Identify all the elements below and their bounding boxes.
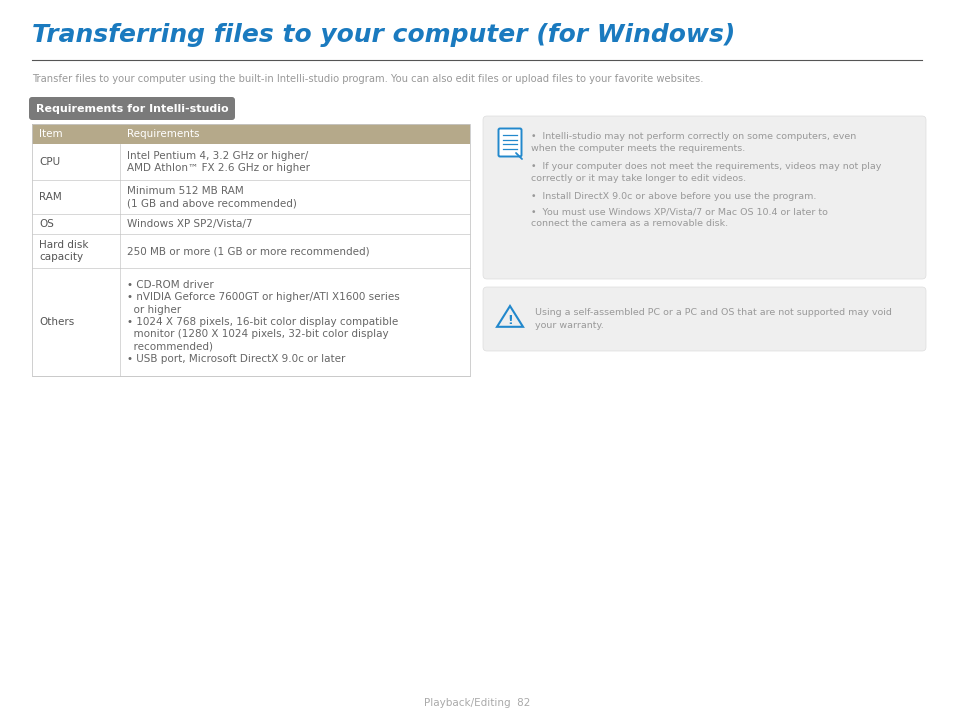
- FancyBboxPatch shape: [29, 97, 234, 120]
- Text: Using a self-assembled PC or a PC and OS that are not supported may void
your wa: Using a self-assembled PC or a PC and OS…: [535, 308, 891, 330]
- Bar: [32, 124, 470, 144]
- Bar: [32, 124, 470, 376]
- Text: RAM: RAM: [39, 192, 62, 202]
- Text: Item: Item: [39, 129, 63, 139]
- Text: Transferring files to your computer (for Windows): Transferring files to your computer (for…: [32, 23, 735, 47]
- Text: Hard disk
capacity: Hard disk capacity: [39, 240, 89, 262]
- Bar: [32, 180, 470, 214]
- Text: Transfer files to your computer using the built-in Intelli-studio program. You c: Transfer files to your computer using th…: [32, 74, 702, 84]
- Text: OS: OS: [39, 219, 53, 229]
- Text: • CD-ROM driver
• nVIDIA Geforce 7600GT or higher/ATI X1600 series
  or higher
•: • CD-ROM driver • nVIDIA Geforce 7600GT …: [127, 280, 399, 364]
- Text: Intel Pentium 4, 3.2 GHz or higher/
AMD Athlon™ FX 2.6 GHz or higher: Intel Pentium 4, 3.2 GHz or higher/ AMD …: [127, 150, 310, 174]
- Bar: [32, 234, 470, 268]
- Text: Others: Others: [39, 317, 74, 327]
- Bar: [32, 268, 470, 376]
- Text: !: !: [507, 313, 513, 326]
- Text: Minimum 512 MB RAM
(1 GB and above recommended): Minimum 512 MB RAM (1 GB and above recom…: [127, 186, 296, 208]
- Text: 250 MB or more (1 GB or more recommended): 250 MB or more (1 GB or more recommended…: [127, 246, 369, 256]
- Text: Requirements: Requirements: [127, 129, 199, 139]
- Text: CPU: CPU: [39, 157, 60, 167]
- Bar: [32, 214, 470, 234]
- Text: •  If your computer does not meet the requirements, videos may not play
correctl: • If your computer does not meet the req…: [531, 162, 881, 183]
- Text: Playback/Editing  82: Playback/Editing 82: [423, 698, 530, 708]
- Text: •  You must use Windows XP/Vista/7 or Mac OS 10.4 or later to
connect the camera: • You must use Windows XP/Vista/7 or Mac…: [531, 207, 827, 228]
- Bar: [32, 144, 470, 180]
- Text: Windows XP SP2/Vista/7: Windows XP SP2/Vista/7: [127, 219, 253, 229]
- FancyBboxPatch shape: [498, 128, 521, 156]
- Text: •  Install DirectX 9.0c or above before you use the program.: • Install DirectX 9.0c or above before y…: [531, 192, 816, 201]
- Text: Requirements for Intelli-studio: Requirements for Intelli-studio: [35, 104, 228, 114]
- FancyBboxPatch shape: [482, 116, 925, 279]
- Text: •  Intelli-studio may not perform correctly on some computers, even
when the com: • Intelli-studio may not perform correct…: [531, 132, 856, 153]
- FancyBboxPatch shape: [482, 287, 925, 351]
